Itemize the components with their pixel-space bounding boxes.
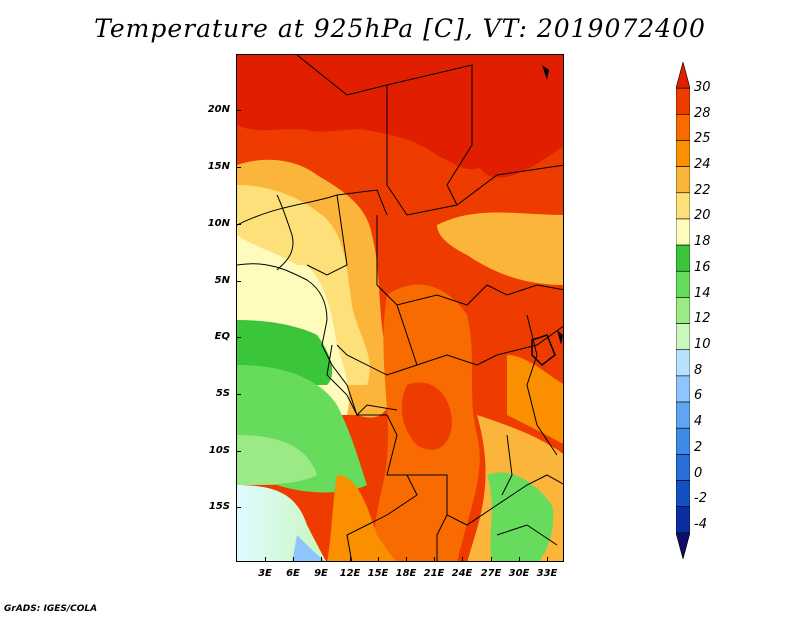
colorbar-arrow-top [676, 62, 690, 88]
lat-label-5n: 5N [190, 275, 230, 286]
colorbar-arrow-bottom [676, 533, 690, 559]
colorbar-label-0: 0 [694, 466, 702, 481]
colorbar-label-4: 4 [694, 414, 702, 429]
lon-label-30e: 30E [504, 568, 534, 579]
colorbar-label-8: 8 [694, 363, 702, 378]
colorbar-label-14: 14 [694, 286, 711, 301]
lon-tick [462, 557, 463, 562]
lon-tick [265, 557, 266, 562]
lat-tick [236, 281, 241, 282]
credit-text: GrADS: IGES/COLA [4, 604, 97, 614]
temperature-map [236, 54, 564, 562]
lat-label-20n: 20N [190, 104, 230, 115]
colorbar-label-12: 12 [694, 311, 711, 326]
colorbar-label-18: 18 [694, 234, 711, 249]
lon-tick [434, 557, 435, 562]
colorbar-label-24: 24 [694, 157, 711, 172]
colorbar [676, 62, 690, 559]
colorbar-label-28: 28 [694, 106, 711, 121]
lat-tick [236, 337, 241, 338]
colorbar-swatch [676, 507, 690, 533]
lon-label-12e: 12E [335, 568, 365, 579]
colorbar-swatch [676, 140, 690, 166]
lon-label-9e: 9E [306, 568, 336, 579]
lat-tick [236, 110, 241, 111]
colorbar-swatch [676, 167, 690, 193]
lon-label-21e: 21E [419, 568, 449, 579]
lat-tick [236, 167, 241, 168]
colorbar-swatch [676, 193, 690, 219]
lon-tick [406, 557, 407, 562]
colorbar-swatch [676, 114, 690, 140]
lat-label-5s: 5S [190, 388, 230, 399]
colorbar-label-22: 22 [694, 183, 711, 198]
colorbar-swatch [676, 245, 690, 271]
colorbar-label-neg4: -4 [694, 517, 707, 532]
lat-label-15s: 15S [190, 501, 230, 512]
colorbar-label-16: 16 [694, 260, 711, 275]
colorbar-swatch [676, 350, 690, 376]
lon-tick [378, 557, 379, 562]
colorbar-label-25: 25 [694, 131, 711, 146]
map-field [237, 55, 564, 562]
colorbar-swatch [676, 297, 690, 323]
colorbar-swatch [676, 428, 690, 454]
lon-tick [293, 557, 294, 562]
colorbar-swatch [676, 402, 690, 428]
colorbar-swatch [676, 454, 690, 480]
lat-tick [236, 507, 241, 508]
lat-label-eq: EQ [190, 331, 230, 342]
colorbar-swatch [676, 376, 690, 402]
colorbar-swatch [676, 219, 690, 245]
lon-tick [547, 557, 548, 562]
lon-label-6e: 6E [278, 568, 308, 579]
lat-label-15n: 15N [190, 161, 230, 172]
colorbar-swatch [676, 88, 690, 114]
lon-tick [321, 557, 322, 562]
colorbar-swatch [676, 271, 690, 297]
lon-label-24e: 24E [447, 568, 477, 579]
colorbar-label-6: 6 [694, 388, 702, 403]
colorbar-label-30: 30 [694, 80, 711, 95]
lon-label-3e: 3E [250, 568, 280, 579]
lon-label-33e: 33E [532, 568, 562, 579]
colorbar-label-10: 10 [694, 337, 711, 352]
lat-tick [236, 451, 241, 452]
lat-tick [236, 224, 241, 225]
lon-tick [519, 557, 520, 562]
colorbar-swatch [676, 481, 690, 507]
colorbar-label-neg2: -2 [694, 491, 707, 506]
colorbar-label-20: 20 [694, 208, 711, 223]
lon-label-15e: 15E [363, 568, 393, 579]
lon-label-27e: 27E [476, 568, 506, 579]
colorbar-label-2: 2 [694, 440, 702, 455]
lat-label-10s: 10S [190, 445, 230, 456]
lon-tick [491, 557, 492, 562]
lat-tick [236, 394, 241, 395]
lon-tick [350, 557, 351, 562]
lon-label-18e: 18E [391, 568, 421, 579]
map-title: Temperature at 925hPa [C], VT: 201907240… [0, 14, 800, 43]
lat-label-10n: 10N [190, 218, 230, 229]
colorbar-swatches [676, 62, 690, 559]
colorbar-swatch [676, 324, 690, 350]
